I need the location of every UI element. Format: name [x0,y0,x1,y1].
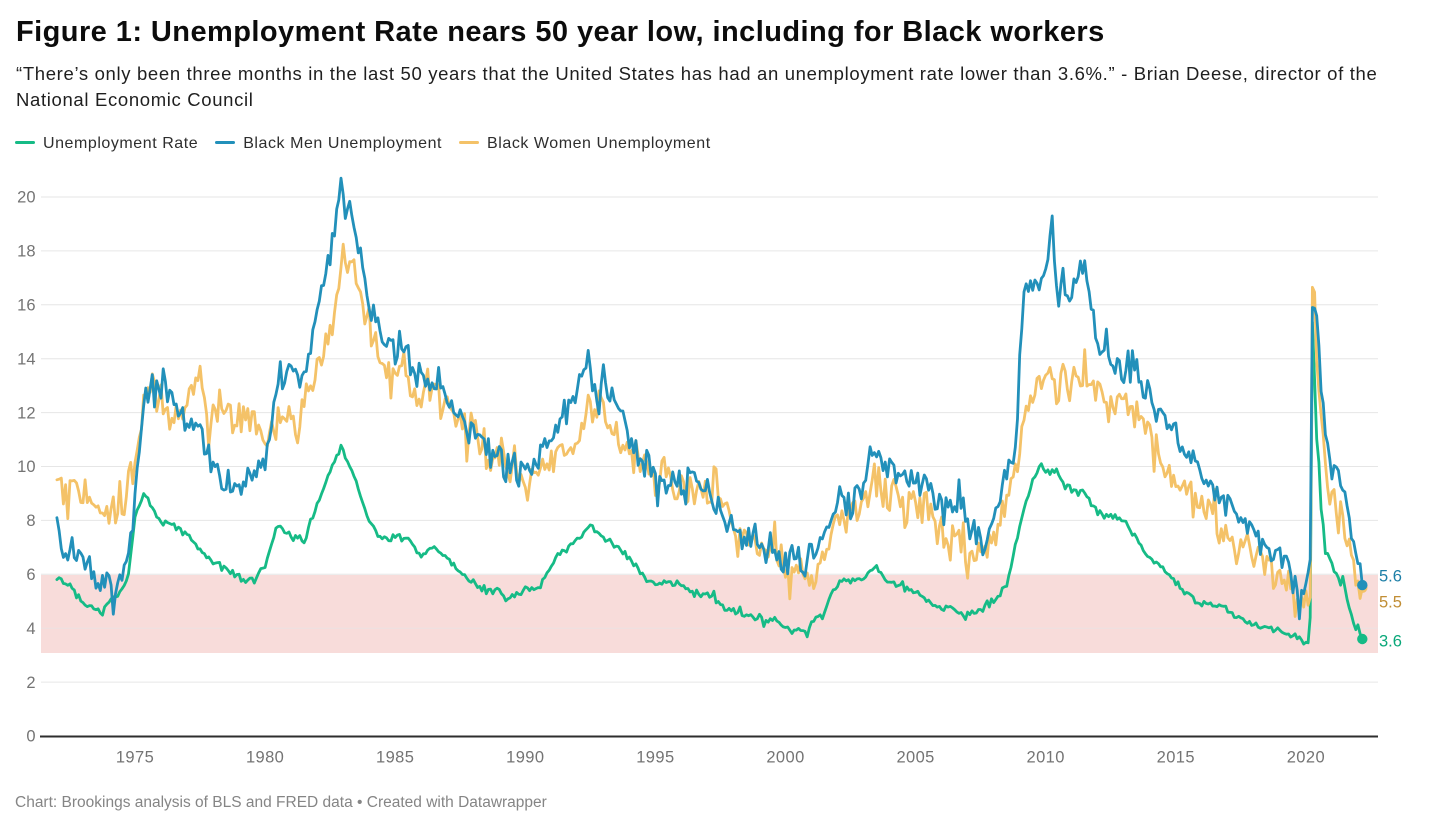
svg-text:6: 6 [26,566,35,584]
svg-text:20: 20 [17,189,35,207]
svg-text:1985: 1985 [376,749,414,767]
svg-text:1990: 1990 [506,749,544,767]
svg-text:1975: 1975 [116,749,154,767]
svg-text:12: 12 [17,404,35,422]
svg-text:2005: 2005 [896,749,934,767]
svg-text:16: 16 [17,297,35,315]
svg-text:10: 10 [17,458,35,476]
svg-text:5.6: 5.6 [1379,568,1402,586]
svg-text:2: 2 [26,674,35,692]
svg-text:2000: 2000 [766,749,804,767]
svg-text:0: 0 [26,728,35,746]
svg-text:4: 4 [26,620,35,638]
svg-text:2010: 2010 [1027,749,1065,767]
svg-text:1980: 1980 [246,749,284,767]
svg-text:3.6: 3.6 [1379,633,1402,651]
svg-text:14: 14 [17,350,35,368]
svg-text:8: 8 [26,512,35,530]
svg-text:1995: 1995 [636,749,674,767]
svg-text:18: 18 [17,243,35,261]
svg-text:2020: 2020 [1287,749,1325,767]
svg-text:2015: 2015 [1157,749,1195,767]
svg-text:5.5: 5.5 [1379,594,1402,612]
